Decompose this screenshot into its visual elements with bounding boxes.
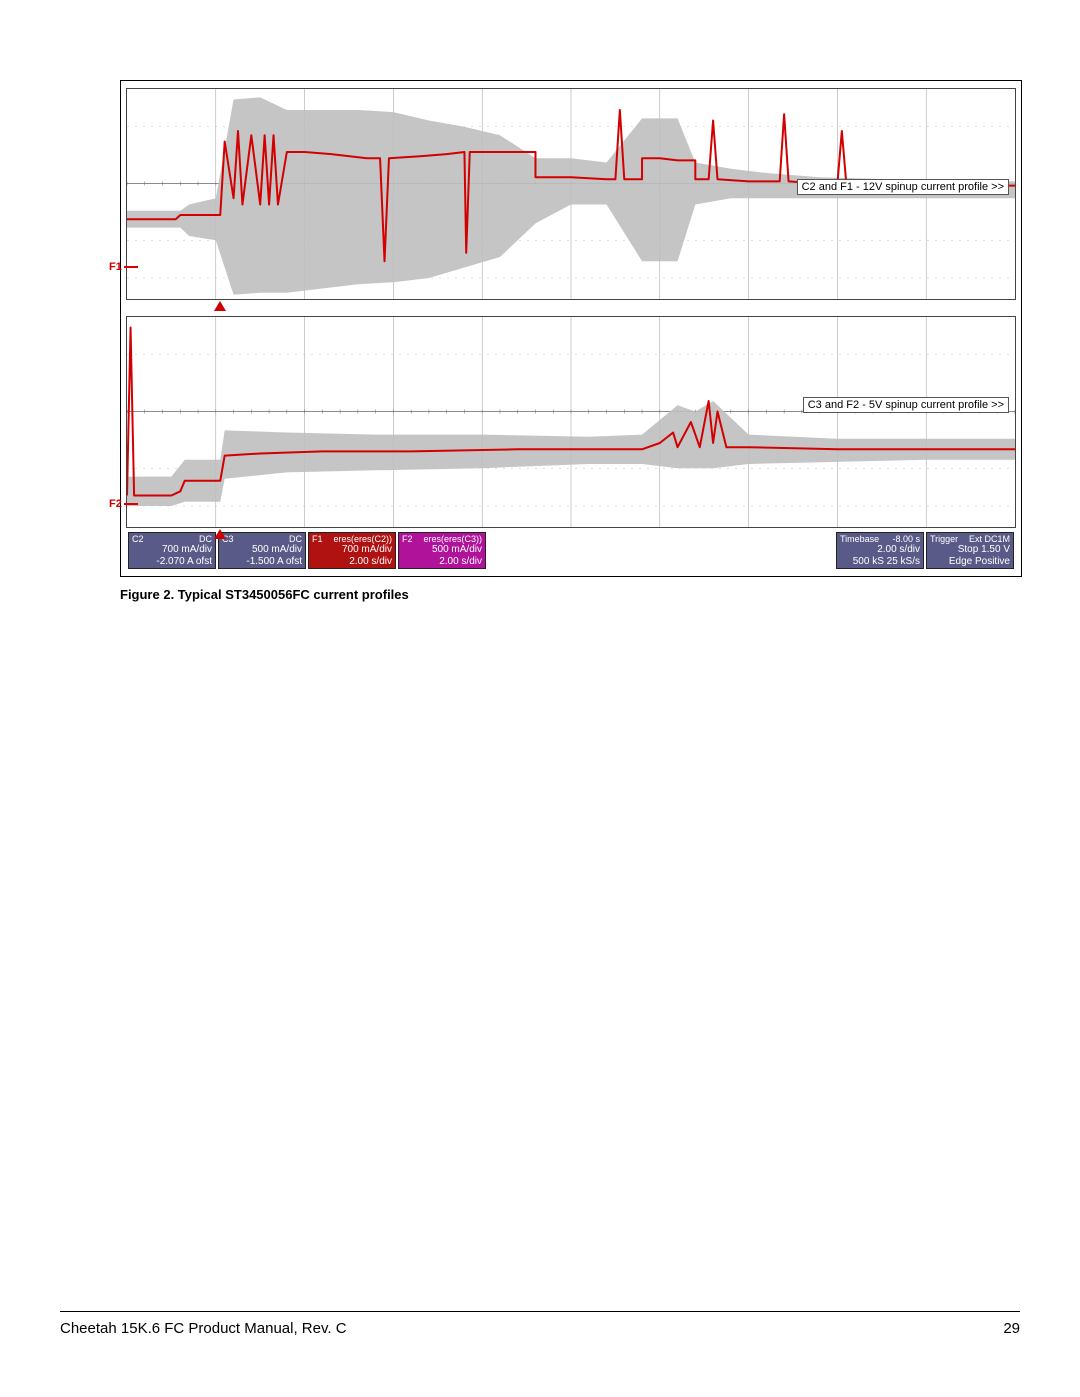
scope-info-bar: C2DC700 mA/div-2.070 A ofstC3DC500 mA/di…: [128, 532, 1014, 569]
info-cell: F1eres(eres(C2))700 mA/div2.00 s/div: [308, 532, 396, 569]
figure-caption: Figure 2. Typical ST3450056FC current pr…: [120, 587, 1020, 602]
scope-grid-12v: C2 and F1 - 12V spinup current profile >…: [126, 88, 1016, 300]
scope-grid-5v: C3 and F2 - 5V spinup current profile >>…: [126, 316, 1016, 528]
footer-doc-title: Cheetah 15K.6 FC Product Manual, Rev. C: [60, 1320, 347, 1337]
page-footer: Cheetah 15K.6 FC Product Manual, Rev. C …: [60, 1311, 1020, 1337]
info-cell: C3DC500 mA/div-1.500 A ofst: [218, 532, 306, 569]
channel-label-f1: F1: [109, 261, 138, 273]
trace-label-12v: C2 and F1 - 12V spinup current profile >…: [797, 179, 1009, 195]
footer-page-number: 29: [1003, 1320, 1020, 1337]
waveform-5v: [127, 317, 1015, 527]
trigger-marker-top: [214, 301, 226, 311]
info-cell: Timebase-8.00 s2.00 s/div500 kS 25 kS/s: [836, 532, 924, 569]
channel-label-f2: F2: [109, 498, 138, 510]
info-cell: C2DC700 mA/div-2.070 A ofst: [128, 532, 216, 569]
info-cell: F2eres(eres(C3))500 mA/div2.00 s/div: [398, 532, 486, 569]
trace-label-5v: C3 and F2 - 5V spinup current profile >>: [803, 397, 1009, 413]
info-cell: TriggerExt DC1MStop 1.50 VEdge Positive: [926, 532, 1014, 569]
oscilloscope-screenshot: C2 and F1 - 12V spinup current profile >…: [120, 80, 1022, 577]
trigger-marker-bottom: [214, 529, 226, 539]
